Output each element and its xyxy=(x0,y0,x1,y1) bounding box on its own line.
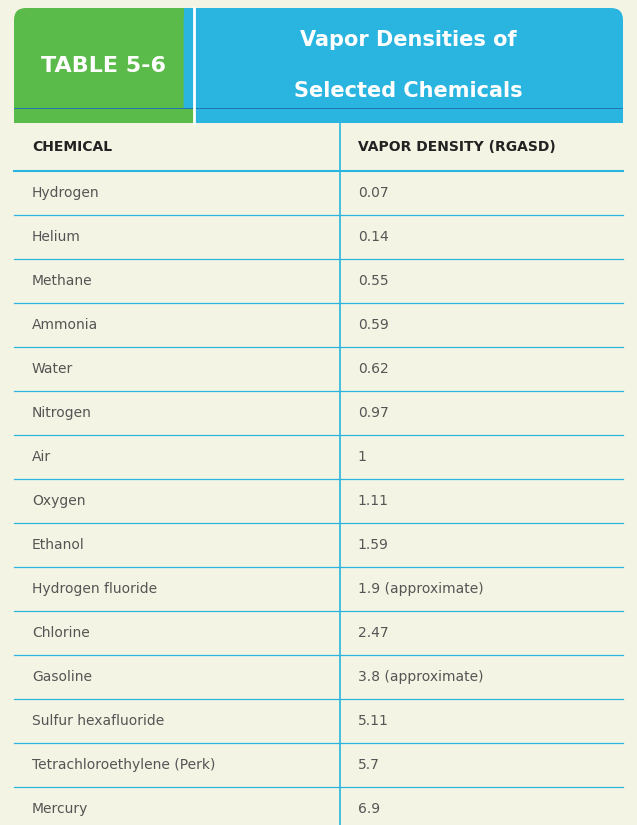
Text: Mercury: Mercury xyxy=(32,802,89,816)
Text: Water: Water xyxy=(32,362,73,376)
Text: Air: Air xyxy=(32,450,51,464)
Text: Hydrogen fluoride: Hydrogen fluoride xyxy=(32,582,157,596)
Bar xyxy=(183,8,204,123)
Text: TABLE 5-6: TABLE 5-6 xyxy=(41,55,166,76)
Text: Sulfur hexafluoride: Sulfur hexafluoride xyxy=(32,714,164,728)
Bar xyxy=(14,108,623,123)
Text: Ammonia: Ammonia xyxy=(32,318,98,332)
Text: Ethanol: Ethanol xyxy=(32,538,85,552)
Text: 3.8 (approximate): 3.8 (approximate) xyxy=(358,670,483,684)
FancyBboxPatch shape xyxy=(183,8,623,123)
FancyBboxPatch shape xyxy=(14,8,204,123)
Bar xyxy=(14,109,194,123)
Text: 1.9 (approximate): 1.9 (approximate) xyxy=(358,582,483,596)
Text: 0.14: 0.14 xyxy=(358,230,389,244)
Text: VAPOR DENSITY (RGASD): VAPOR DENSITY (RGASD) xyxy=(358,140,555,154)
Text: Vapor Densities of: Vapor Densities of xyxy=(300,31,517,50)
Text: 2.47: 2.47 xyxy=(358,626,389,640)
Text: CHEMICAL: CHEMICAL xyxy=(32,140,112,154)
Text: Chlorine: Chlorine xyxy=(32,626,90,640)
Text: 0.55: 0.55 xyxy=(358,274,389,288)
Text: 1.59: 1.59 xyxy=(358,538,389,552)
Text: Oxygen: Oxygen xyxy=(32,494,85,508)
Text: 5.11: 5.11 xyxy=(358,714,389,728)
Text: 0.07: 0.07 xyxy=(358,186,389,200)
Text: Gasoline: Gasoline xyxy=(32,670,92,684)
Text: Nitrogen: Nitrogen xyxy=(32,406,92,420)
Text: 0.97: 0.97 xyxy=(358,406,389,420)
Bar xyxy=(183,8,204,123)
Bar xyxy=(194,109,623,123)
Text: Selected Chemicals: Selected Chemicals xyxy=(294,81,522,101)
Text: Tetrachloroethylene (Perk): Tetrachloroethylene (Perk) xyxy=(32,758,215,772)
Text: 0.59: 0.59 xyxy=(358,318,389,332)
Text: Hydrogen: Hydrogen xyxy=(32,186,99,200)
Text: Methane: Methane xyxy=(32,274,92,288)
Text: 5.7: 5.7 xyxy=(358,758,380,772)
Text: 1: 1 xyxy=(358,450,367,464)
Text: Helium: Helium xyxy=(32,230,81,244)
Text: 6.9: 6.9 xyxy=(358,802,380,816)
Text: 0.62: 0.62 xyxy=(358,362,389,376)
Text: 1.11: 1.11 xyxy=(358,494,389,508)
